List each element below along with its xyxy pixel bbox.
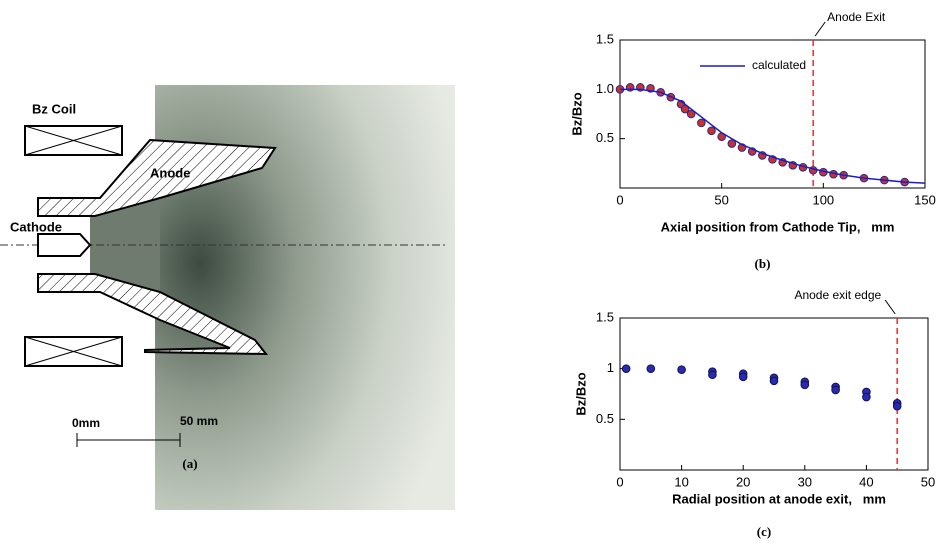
y-tick-label: 1.5	[596, 31, 614, 46]
series-line	[620, 88, 926, 184]
y-axis-label: Bz/Bzo	[569, 92, 584, 135]
data-point	[862, 392, 871, 402]
data-point	[621, 364, 631, 373]
data-point	[769, 376, 779, 386]
x-tick-label: 40	[859, 474, 873, 489]
data-point	[831, 385, 840, 395]
y-tick-label: 0.5	[596, 130, 614, 145]
annotation-arrow	[814, 21, 826, 37]
y-tick-label: 0.5	[596, 411, 614, 426]
data-point	[646, 364, 656, 373]
data-point	[800, 380, 810, 390]
data-point	[727, 139, 737, 148]
data-point	[677, 365, 686, 374]
y-axis-label: Bz/Bzo	[573, 372, 588, 415]
plot-frame	[619, 39, 926, 189]
coil-bottom	[24, 336, 123, 367]
data-point	[697, 118, 706, 128]
caption: (b)	[755, 256, 771, 271]
data-point	[738, 372, 748, 382]
x-axis-label: Axial position from Cathode Tip, mm	[661, 219, 895, 234]
coil-label: Bz Coil	[32, 101, 76, 116]
plot-frame	[619, 317, 929, 471]
annotation-arrow	[884, 299, 896, 315]
anode-top	[37, 138, 277, 217]
cathode-label: Cathode	[10, 219, 62, 234]
annotation-text: Anode Exit	[827, 10, 886, 24]
anode-label: Anode	[150, 165, 190, 180]
x-tick-label: 20	[736, 474, 750, 489]
x-tick-label: 0	[616, 192, 623, 207]
data-point	[707, 126, 716, 136]
x-tick-label: 150	[914, 192, 936, 207]
x-tick-label: 100	[812, 192, 834, 207]
data-point	[686, 109, 696, 119]
y-tick-label: 1.5	[596, 309, 614, 324]
x-axis-label: Radial position at anode exit, mm	[672, 491, 886, 506]
data-point	[708, 370, 717, 380]
cathode	[37, 233, 92, 257]
caption: (a)	[182, 456, 197, 471]
data-point	[892, 401, 902, 411]
annotation-text: Anode exit edge	[794, 288, 881, 302]
x-tick-label: 0	[616, 474, 623, 489]
coil-top	[24, 125, 123, 156]
x-tick-label: 50	[921, 474, 935, 489]
legend-label: calculated	[752, 58, 806, 72]
y-tick-label: 1.0	[596, 81, 614, 96]
panel-a: Bz Coil Anode Cathode 0mm 50 mm (a)	[0, 85, 455, 510]
caption: (c)	[757, 524, 771, 539]
scale-end: 50 mm	[180, 414, 218, 428]
x-tick-label: 10	[674, 474, 688, 489]
x-tick-label: 50	[714, 192, 728, 207]
anode-bottom	[37, 273, 269, 356]
x-tick-label: 30	[798, 474, 812, 489]
y-tick-label: 1	[607, 360, 614, 375]
scale-start: 0mm	[72, 416, 100, 430]
